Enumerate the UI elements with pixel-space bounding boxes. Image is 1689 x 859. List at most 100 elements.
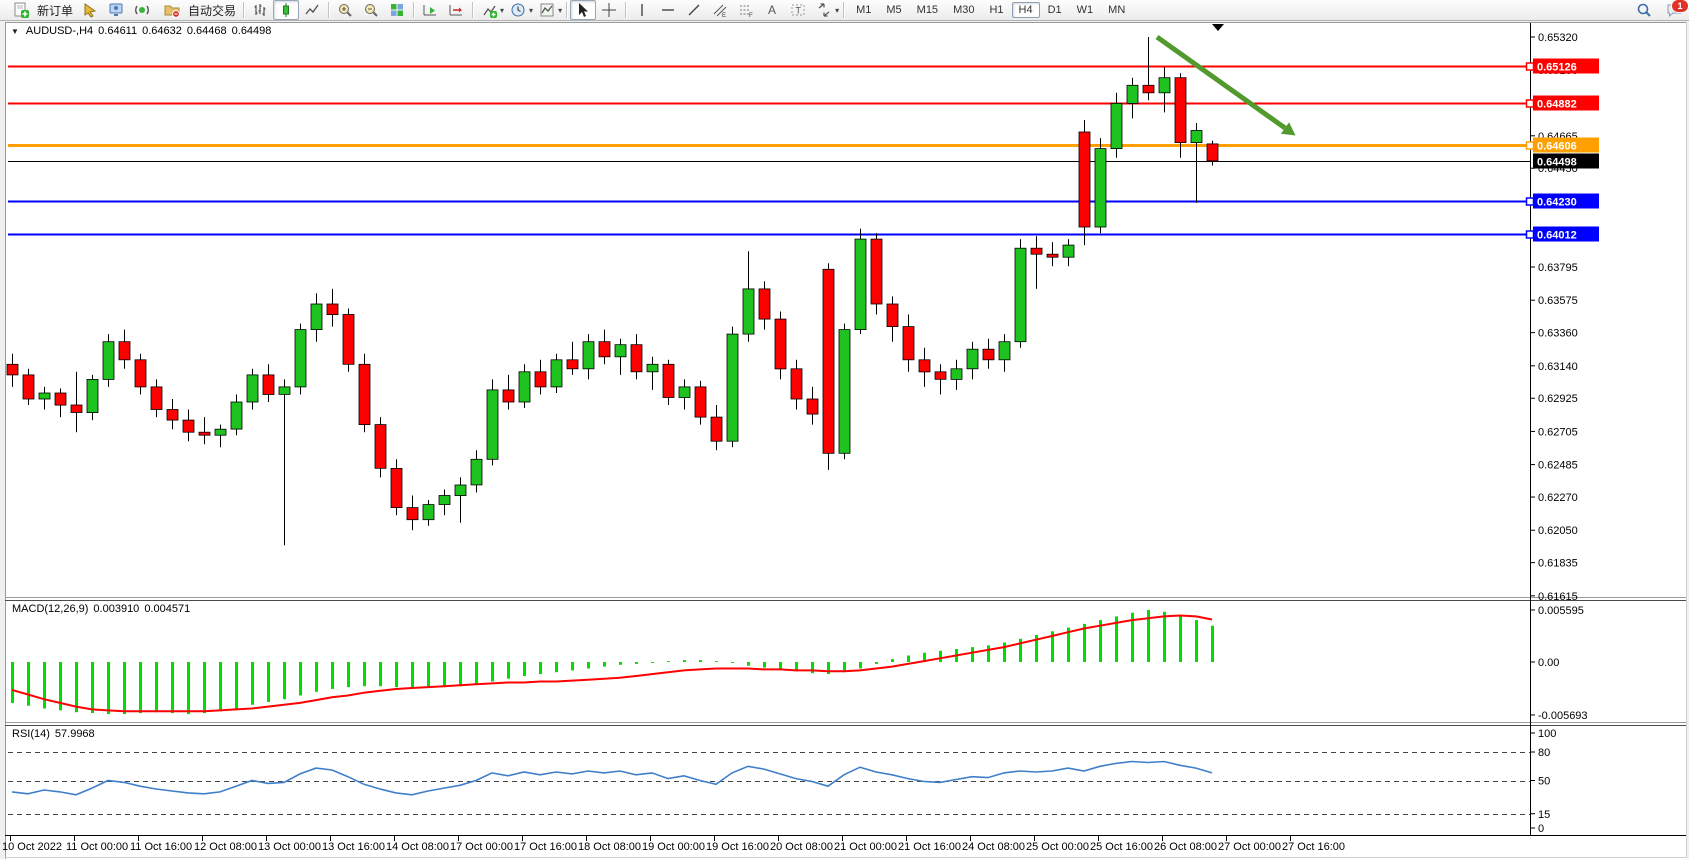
timeframe-h1[interactable]: H1 bbox=[989, 4, 1004, 16]
timeframe-m15[interactable]: M15 bbox=[916, 4, 939, 16]
timeframe-w1[interactable]: W1 bbox=[1076, 4, 1094, 16]
auto-scroll-icon[interactable] bbox=[417, 0, 443, 20]
time-axis-label[interactable]: 27 Oct 16:00 bbox=[1282, 841, 1345, 853]
time-axis-label[interactable]: 17 Oct 16:00 bbox=[514, 841, 577, 853]
candle-body bbox=[454, 484, 467, 497]
timeframe-h4[interactable]: H4 bbox=[1011, 2, 1040, 18]
candle-body bbox=[614, 344, 627, 358]
timeframes-clock-icon[interactable] bbox=[505, 0, 531, 20]
timeframe-mn[interactable]: MN bbox=[1108, 4, 1126, 16]
chart-collapse-icon: ▼ bbox=[11, 26, 19, 36]
rsi-indicator-label: RSI(14) 57.9968 bbox=[12, 728, 95, 740]
candle-body bbox=[918, 359, 931, 373]
search-icon[interactable] bbox=[1631, 0, 1657, 20]
candle-body bbox=[566, 359, 579, 370]
auto-trading-label: 自动交易 bbox=[188, 3, 237, 18]
time-axis-label[interactable]: 12 Oct 08:00 bbox=[194, 841, 257, 853]
candle-body bbox=[70, 404, 83, 413]
tile-windows-icon[interactable] bbox=[384, 0, 410, 20]
time-axis-label[interactable]: 13 Oct 00:00 bbox=[258, 841, 321, 853]
notifications-button[interactable]: 1 bbox=[1663, 0, 1689, 19]
svg-text:T: T bbox=[796, 6, 802, 16]
price-tick-label: 0.62925 bbox=[1538, 393, 1578, 405]
time-axis-label[interactable]: 18 Oct 08:00 bbox=[578, 841, 641, 853]
time-axis-label[interactable]: 19 Oct 16:00 bbox=[706, 841, 769, 853]
text-label-icon[interactable]: T bbox=[785, 0, 811, 20]
candle-body bbox=[806, 398, 819, 415]
arrow-objects-caret-icon[interactable]: ▾ bbox=[835, 5, 840, 15]
candle-body bbox=[934, 371, 947, 380]
bar-chart-type-icon[interactable] bbox=[247, 0, 273, 20]
candle-body bbox=[1190, 130, 1203, 144]
trend-arrow-annotation[interactable] bbox=[1155, 34, 1287, 131]
timeframe-d1[interactable]: D1 bbox=[1047, 4, 1062, 16]
time-axis-label[interactable]: 20 Oct 08:00 bbox=[770, 841, 833, 853]
fibonacci-icon[interactable]: F bbox=[733, 0, 759, 20]
time-axis-label[interactable]: 19 Oct 00:00 bbox=[642, 841, 705, 853]
signal-icon[interactable] bbox=[129, 0, 155, 20]
time-axis-label[interactable]: 25 Oct 00:00 bbox=[1026, 841, 1089, 853]
time-axis-label[interactable]: 25 Oct 16:00 bbox=[1090, 841, 1153, 853]
time-axis-label[interactable]: 17 Oct 00:00 bbox=[450, 841, 513, 853]
crosshair-icon[interactable] bbox=[596, 0, 622, 20]
text-icon[interactable]: A bbox=[759, 0, 785, 20]
zoom-in-icon[interactable] bbox=[332, 0, 358, 20]
candlestick-chart-type-icon[interactable] bbox=[273, 0, 300, 20]
rsi-scale-label: 15 bbox=[1538, 809, 1550, 821]
arrow-objects-icon[interactable] bbox=[811, 0, 837, 20]
time-axis-label[interactable]: 27 Oct 00:00 bbox=[1218, 841, 1281, 853]
indicators-caret-icon[interactable]: ▾ bbox=[500, 5, 505, 15]
candle-body bbox=[1014, 247, 1027, 343]
time-axis-label[interactable]: 11 Oct 16:00 bbox=[130, 841, 192, 853]
rsi-name: RSI(14) bbox=[12, 728, 50, 740]
zoom-out-icon[interactable] bbox=[358, 0, 384, 20]
candle-body bbox=[278, 386, 291, 395]
trendline-icon[interactable] bbox=[681, 0, 707, 20]
macd-scale-label: 0.00 bbox=[1538, 657, 1559, 669]
price-line-badge-label: 0.64882 bbox=[1537, 99, 1577, 111]
candle-body bbox=[1062, 244, 1075, 258]
candle-body bbox=[742, 288, 755, 335]
price-line-badge bbox=[1533, 58, 1599, 74]
candle-body bbox=[1046, 253, 1059, 258]
line-chart-type-icon[interactable] bbox=[299, 0, 325, 20]
candle-body bbox=[998, 341, 1011, 361]
candle-body bbox=[710, 416, 723, 442]
chart-shift-marker[interactable] bbox=[1212, 24, 1224, 31]
cursor-icon[interactable] bbox=[570, 0, 597, 20]
templates-icon[interactable] bbox=[534, 0, 560, 20]
timeframes-caret-icon[interactable]: ▾ bbox=[529, 5, 534, 15]
price-tick-label: 0.62050 bbox=[1538, 525, 1578, 537]
pointer-icon[interactable] bbox=[77, 0, 103, 20]
time-axis-label[interactable]: 24 Oct 08:00 bbox=[962, 841, 1025, 853]
time-axis-label[interactable]: 21 Oct 16:00 bbox=[898, 841, 961, 853]
candle-body bbox=[134, 359, 147, 388]
auto-trading-button[interactable]: 自动交易 bbox=[155, 1, 240, 19]
price-line-badge bbox=[1533, 226, 1599, 242]
time-axis-label[interactable]: 21 Oct 00:00 bbox=[834, 841, 897, 853]
chart-symbol-period: AUDUSD-,H4 bbox=[25, 25, 94, 37]
price-tick-label: 0.63795 bbox=[1538, 262, 1578, 274]
timeframe-m30[interactable]: M30 bbox=[953, 4, 975, 16]
indicators-icon[interactable] bbox=[476, 0, 502, 20]
timeframe-buttons: M1 M5 M15 M30 H1 H4 D1 W1 MN bbox=[849, 2, 1132, 18]
time-axis-label[interactable]: 26 Oct 08:00 bbox=[1154, 841, 1217, 853]
equidistant-channel-icon[interactable]: E bbox=[707, 0, 733, 20]
vertical-line-icon[interactable] bbox=[629, 0, 655, 20]
timeframe-m1[interactable]: M1 bbox=[856, 4, 872, 16]
chart-shift-icon[interactable] bbox=[443, 0, 469, 20]
candle-body bbox=[518, 371, 531, 403]
time-axis-label[interactable]: 14 Oct 08:00 bbox=[386, 841, 449, 853]
time-axis-label[interactable]: 11 Oct 00:00 bbox=[66, 841, 128, 853]
new-order-button[interactable]: 新订单 bbox=[4, 1, 77, 19]
time-axis-label[interactable]: 10 Oct 2022 bbox=[2, 841, 62, 853]
toolbar-right: 1 bbox=[1631, 0, 1689, 20]
market-watch-icon[interactable] bbox=[103, 0, 129, 20]
candle-body bbox=[870, 238, 883, 305]
timeframe-m5[interactable]: M5 bbox=[886, 4, 902, 16]
horizontal-line-icon[interactable] bbox=[655, 0, 681, 20]
time-axis-label[interactable]: 13 Oct 16:00 bbox=[322, 841, 385, 853]
candle-body bbox=[150, 386, 163, 410]
templates-caret-icon[interactable]: ▾ bbox=[558, 5, 563, 15]
